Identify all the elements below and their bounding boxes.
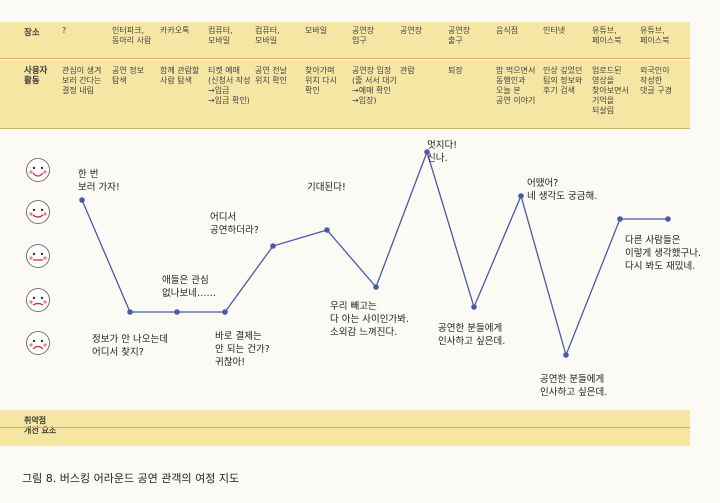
weakness-label: 취약점 개선 요소 (24, 416, 57, 435)
figure-caption: 그림 8. 버스킹 어라운드 공연 관객의 여정 지도 (22, 472, 240, 485)
weakness-divider (0, 427, 690, 428)
row-divider (0, 58, 690, 59)
journey-point (471, 304, 477, 310)
journey-point (222, 309, 228, 315)
emotion-note: 공연한 분들에게 인사하고 싶은데. (540, 374, 608, 398)
journey-point (518, 193, 524, 199)
place-cell: 컴퓨터, 모바일 (255, 26, 280, 45)
place-cell: 공연장 입구 (352, 26, 375, 45)
journey-point (373, 284, 379, 290)
weakness-row (0, 410, 690, 446)
place-cell: 음식점 (496, 26, 519, 35)
emotion-note: 다른 사람들은 이렇게 생각했구나. 다시 봐도 재밌네. (625, 235, 701, 272)
emotion-note: 애들은 관심 없나보네…… (162, 275, 216, 299)
place-label: 장소 (24, 28, 40, 38)
place-cell: 인터넷 (543, 26, 566, 35)
activity-cell: 관람 (400, 66, 415, 75)
journey-point (270, 243, 276, 249)
emotion-note: 어디서 공연하더라? (210, 212, 259, 236)
face-icon (26, 158, 50, 182)
emotion-note: 한 번 보러 가자! (78, 169, 120, 193)
face-icon (26, 244, 50, 268)
journey-point (563, 352, 569, 358)
face-icon (26, 331, 50, 355)
journey-point (424, 149, 430, 155)
emotion-note: 어땠어? 네 생각도 궁금해. (527, 178, 598, 202)
place-cell: 유튜브, 페이스북 (592, 26, 622, 45)
journey-point (324, 227, 330, 233)
row-divider-bottom (0, 128, 690, 129)
journey-point (665, 216, 671, 222)
activity-cell: 인상 깊었던 팀의 정보와 후기 검색 (543, 66, 583, 95)
activity-cell: 외국인이 작성한 댓글 구경 (640, 66, 672, 95)
place-cell: 공연장 (400, 26, 423, 35)
activity-label: 사용자 활동 (24, 66, 48, 86)
activity-cell: 업로드된 영상을 찾아보면서 기억을 되살림 (592, 66, 629, 115)
emotion-note: 정보가 안 나오는데 어디서 찾지? (92, 334, 168, 358)
place-cell: 카카오톡 (160, 26, 190, 35)
activity-cell: 공연장 입장 (줄 서서 대기 →예매 확인 →입장) (352, 66, 398, 105)
emotion-note: 우리 빼고는 다 아는 사이인가봐. 소외감 느껴진다. (330, 301, 409, 338)
emotion-note: 멋지다! 신나. (427, 140, 458, 164)
place-cell: 인터파크, 동아리 사람 (112, 26, 152, 45)
activity-cell: 공연 전날 위치 확인 (255, 66, 287, 85)
place-cell: 모바일 (305, 26, 328, 35)
place-row (0, 22, 690, 58)
activity-cell: 찾아가며 위치 다시 확인 (305, 66, 337, 95)
activity-cell: 공연 정보 탐색 (112, 66, 144, 85)
emotion-note: 바로 결제는 안 되는 건가? 귀찮아! (215, 331, 270, 368)
face-icon (26, 288, 50, 312)
activity-row (0, 60, 690, 128)
activity-cell: 관심이 생겨 보러 간다는 결정 내림 (62, 66, 102, 95)
emotion-note: 기대된다! (307, 182, 346, 193)
face-icon (26, 200, 50, 224)
place-cell: ? (62, 26, 67, 35)
activity-cell: 퇴장 (448, 66, 463, 75)
place-cell: 컴퓨터, 모바일 (208, 26, 233, 45)
place-cell: 유튜브, 페이스북 (640, 26, 670, 45)
emotion-note: 공연한 분들에게 인사하고 싶은데. (438, 323, 506, 347)
journey-point (174, 309, 180, 315)
journey-point (617, 216, 623, 222)
journey-point (79, 197, 85, 203)
place-cell: 공연장 출구 (448, 26, 471, 45)
activity-cell: 함께 관람할 사람 탐색 (160, 66, 200, 85)
activity-cell: 밥 먹으면서 동행인과 오늘 본 공연 이야기 (496, 66, 536, 105)
journey-point (127, 309, 133, 315)
activity-cell: 티켓 예매 (신청서 작성 →입금 →입금 확인) (208, 66, 251, 105)
